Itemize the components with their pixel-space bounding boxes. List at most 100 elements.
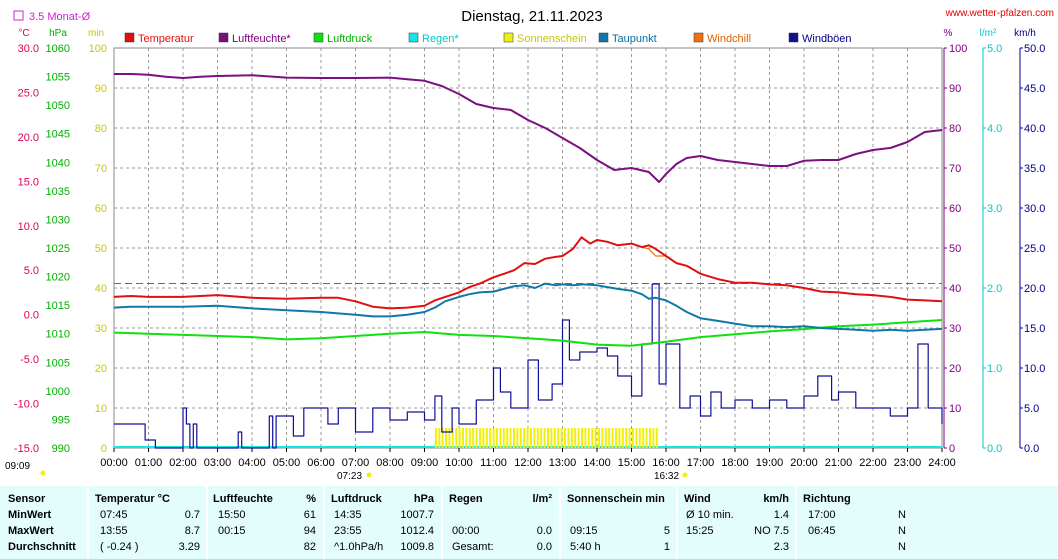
sunrise-time: 07:23 xyxy=(337,471,362,482)
gusts-series xyxy=(114,283,943,449)
sunshine-bar xyxy=(601,428,604,448)
sunshine-bar xyxy=(557,428,560,448)
sunshine-bar xyxy=(553,428,556,448)
temp-tick-label: -5.0 xyxy=(20,354,39,366)
sunset-icon xyxy=(682,472,688,478)
sunshine-bar xyxy=(540,428,543,448)
sunshine-bar xyxy=(550,428,553,448)
site-link[interactable]: www.wetter-pfalzen.com xyxy=(945,8,1054,19)
temp-tick-label: 10.0 xyxy=(18,221,39,233)
sunshine-bar xyxy=(642,428,645,448)
sunshine-bar xyxy=(652,428,655,448)
temp-tick-label: -10.0 xyxy=(14,399,39,411)
sunshine-bar xyxy=(502,428,505,448)
humidity-axis-unit: % xyxy=(944,28,953,39)
x-tick-label: 10:00 xyxy=(445,457,473,469)
sunshine-bar xyxy=(472,428,475,448)
x-tick-label: 08:00 xyxy=(376,457,404,469)
stats-cell: 06:45 xyxy=(808,525,836,537)
sunshine-bar xyxy=(485,428,488,448)
rain-axis-unit: l/m² xyxy=(980,28,997,39)
wind-tick-label: 40.0 xyxy=(1024,123,1045,135)
sun_min-axis-unit: min xyxy=(88,28,104,39)
sunshine-bar xyxy=(621,428,624,448)
temp-tick-label: 30.0 xyxy=(18,43,39,55)
legend-swatch xyxy=(408,32,419,43)
sunshine-bar xyxy=(570,428,573,448)
sunshine-bar xyxy=(547,428,549,448)
sunshine-bar xyxy=(587,428,590,448)
pressure-tick-label: 1020 xyxy=(46,272,70,284)
stats-row-label: MinWert xyxy=(8,509,52,521)
stats-header: Regen xyxy=(449,493,483,505)
sunshine-bar xyxy=(564,428,566,448)
sunshine-bar xyxy=(438,428,441,448)
humidity-tick-label: 0 xyxy=(949,443,955,455)
sunshine-bar xyxy=(526,428,529,448)
wind-tick-label: 45.0 xyxy=(1024,83,1045,95)
wind-tick-label: 50.0 xyxy=(1024,43,1045,55)
sunshine-bar xyxy=(628,428,631,448)
avg-legend-swatch xyxy=(13,10,24,21)
sunshine-bar xyxy=(506,428,509,448)
temperature-series xyxy=(113,236,943,310)
temp-tick-label: -15.0 xyxy=(14,443,39,455)
x-tick-label: 06:00 xyxy=(307,457,335,469)
wind-tick-label: 30.0 xyxy=(1024,203,1045,215)
wind-tick-label: 25.0 xyxy=(1024,243,1045,255)
pressure-tick-label: 1010 xyxy=(46,329,70,341)
sunshine-bar xyxy=(594,428,597,448)
sun_min-tick-label: 100 xyxy=(89,43,107,55)
stats-cell: Gesamt: xyxy=(452,541,494,553)
legend-swatch xyxy=(313,32,324,43)
sunshine-bar xyxy=(584,428,587,448)
stats-cell: 00:15 xyxy=(218,525,246,537)
sunshine-bar xyxy=(608,428,611,448)
stats-header: Luftdruck xyxy=(331,493,382,505)
legend-swatch xyxy=(788,32,799,43)
stats-header: Richtung xyxy=(803,493,851,505)
rain-tick-label: 3.0 xyxy=(987,203,1002,215)
stats-header-unit: °C xyxy=(157,493,170,505)
avg-legend-label: 3.5 Monat-Ø xyxy=(29,11,91,23)
stats-cell: 09:15 xyxy=(570,525,598,537)
stats-header-unit: hPa xyxy=(413,493,434,505)
humidity-tick-label: 50 xyxy=(949,243,961,255)
sunshine-bar xyxy=(519,428,522,448)
sunshine-bar xyxy=(530,428,532,448)
legend-item: Taupunkt xyxy=(612,33,657,45)
x-tick-label: 11:00 xyxy=(480,457,507,469)
x-tick-label: 21:00 xyxy=(825,457,853,469)
temp-tick-label: 25.0 xyxy=(18,87,39,99)
sunshine-bar xyxy=(448,428,451,448)
stats-header: Temperatur xyxy=(95,493,155,505)
sunshine-bar xyxy=(625,428,628,448)
stats-cell: 1.4 xyxy=(773,509,789,521)
legend-item: Temperatur xyxy=(138,33,194,45)
sunshine-bar xyxy=(455,428,458,448)
wind-tick-label: 15.0 xyxy=(1024,323,1045,335)
pressure-axis-unit: hPa xyxy=(49,28,67,39)
stats-cell: 07:45 xyxy=(100,509,128,521)
stats-header-unit: km/h xyxy=(763,493,789,505)
legend-item: Windböen xyxy=(802,33,852,45)
stats-cell: 0.0 xyxy=(536,525,552,537)
sunshine-bar xyxy=(479,428,481,448)
legend-item: Luftdruck xyxy=(327,33,373,45)
sunshine-bar xyxy=(618,428,621,448)
sunshine-bar xyxy=(560,428,563,448)
legend-item: Luftfeuchte* xyxy=(232,33,291,45)
legend-swatch xyxy=(218,32,229,43)
sun_min-tick-label: 50 xyxy=(95,243,107,255)
stats-cell: 82 xyxy=(303,541,316,553)
sunshine-bar xyxy=(482,428,485,448)
sun_min-tick-label: 90 xyxy=(95,83,107,95)
stats-cell: 0.0 xyxy=(536,541,552,553)
sunshine-bar xyxy=(516,428,519,448)
sunshine-bar xyxy=(655,428,658,448)
sunshine-bar xyxy=(635,428,638,448)
legend: Temperatur Luftfeuchte* Luftdruck Regen* Son… xyxy=(124,32,852,45)
pressure-tick-label: 1035 xyxy=(46,186,70,198)
stats-header: Sonnenschein min xyxy=(567,493,665,505)
humidity-tick-label: 40 xyxy=(949,283,961,295)
